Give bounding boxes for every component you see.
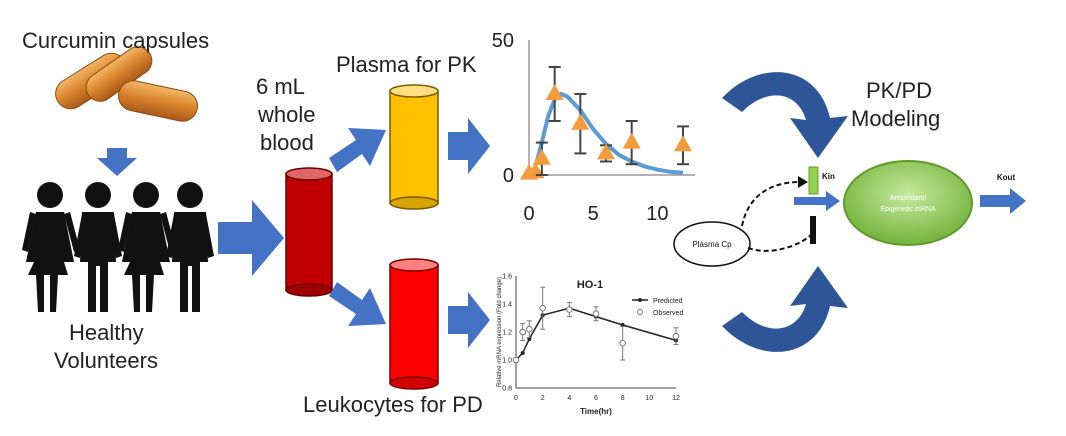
- pd-observed-point: [593, 311, 599, 317]
- pd-observed-point: [520, 329, 526, 335]
- pd-y-tick-label: 1.6: [502, 274, 512, 281]
- pd-ho1-chart: HO-1 Relative mRNA expression (Fold chan…: [497, 274, 683, 417]
- curved-arrow-bottom-icon: [722, 266, 848, 352]
- pd-x-tick-label: 6: [594, 395, 598, 402]
- capsules-label: Curcumin capsules: [22, 28, 209, 53]
- pkpd-model-schematic: Plasma Cp Kin Antioxidant/ Epigenetic mR…: [674, 72, 1026, 352]
- blood-label-line1: 6 mL: [256, 74, 305, 99]
- plasma-cp-label: Plasma Cp: [692, 240, 732, 249]
- pd-x-tick-label: 0: [514, 395, 518, 402]
- pd-y-tick-label: 0.8: [502, 386, 512, 393]
- pk-concentration-chart: 0 5 10 0 50: [492, 30, 695, 225]
- pk-x-tick-label: 10: [646, 203, 668, 225]
- pd-x-axis-label: Time(hr): [580, 407, 612, 416]
- pd-observed-point: [567, 307, 573, 313]
- curved-arrow-top-icon: [722, 72, 848, 158]
- response-label-line1: Antioxidant/: [890, 195, 927, 202]
- pd-x-tick-label: 8: [621, 395, 625, 402]
- arrow-to-pd-chart-icon: [448, 292, 490, 348]
- volunteers-label-line2: Volunteers: [54, 348, 158, 373]
- arrowhead-icon: [798, 176, 808, 188]
- legend-observed-label: Observed: [653, 310, 683, 317]
- pk-observed-point: [623, 133, 641, 149]
- pd-x-tick-label: 4: [567, 395, 571, 402]
- pkpd-label-line2: Modeling: [851, 106, 940, 131]
- pd-y-tick-label: 1.2: [502, 330, 512, 337]
- leukocyte-tube: [390, 259, 438, 389]
- pk-x-tick-label: 5: [588, 203, 599, 225]
- arrow-to-pk-chart-icon: [448, 118, 490, 174]
- plasma-tube: [390, 85, 438, 209]
- pd-x-tick-label: 10: [645, 395, 653, 402]
- pd-observed-point: [673, 333, 679, 339]
- blood-label-line3: blood: [260, 130, 314, 155]
- kout-label: Kout: [997, 173, 1016, 182]
- capsule-icon: [50, 41, 200, 124]
- pd-observed-point: [620, 340, 626, 346]
- response-node: [844, 161, 972, 245]
- pd-observed-point: [527, 326, 533, 332]
- arrow-to-plasma-icon: [329, 128, 386, 172]
- people-icon: [22, 182, 214, 312]
- leukocytes-label: Leukocytes for PD: [303, 392, 483, 417]
- kout-output-arrow: [980, 188, 1026, 214]
- pd-x-tick-label: 12: [672, 395, 680, 402]
- pd-x-tick-label: 2: [541, 395, 545, 402]
- pk-x-tick-label: 0: [523, 203, 534, 225]
- pk-y-tick-label: 0: [503, 165, 514, 187]
- pd-y-tick-label: 1.4: [502, 302, 512, 309]
- inhibition-bar: [810, 216, 816, 244]
- pkpd-label-line1: PK/PD: [866, 78, 932, 103]
- response-label-line2: Epigenetic mRNA: [880, 206, 936, 213]
- kin-label: Kin: [822, 172, 835, 181]
- arrow-to-leukocytes-icon: [329, 282, 386, 326]
- plasma-label: Plasma for PK: [336, 52, 477, 77]
- legend-predicted-label: Predicted: [653, 298, 683, 305]
- pd-observed-point: [540, 305, 546, 311]
- kin-box: [809, 167, 818, 194]
- dashed-inhibition-arrow: [748, 234, 812, 251]
- pd-observed-point: [513, 357, 519, 363]
- down-arrow-icon: [97, 148, 137, 176]
- legend-predicted-marker: [638, 298, 642, 302]
- arrow-to-blood-icon: [218, 200, 284, 276]
- blood-label-line2: whole: [258, 102, 315, 127]
- pd-chart-title: HO-1: [577, 279, 603, 291]
- pd-legend: Predicted Observed: [632, 298, 683, 317]
- pd-y-tick-label: 1.0: [502, 358, 512, 365]
- pd-predicted-point: [521, 351, 525, 355]
- legend-observed-marker: [638, 310, 643, 315]
- pk-observed-point: [674, 135, 692, 151]
- whole-blood-tube: [286, 168, 332, 296]
- pk-fitted-curve: [529, 94, 683, 175]
- pk-y-tick-label: 50: [492, 30, 514, 52]
- pk-observed-point: [533, 149, 551, 165]
- dashed-stimulation-arrow: [742, 182, 800, 226]
- volunteers-label-line1: Healthy: [69, 320, 144, 345]
